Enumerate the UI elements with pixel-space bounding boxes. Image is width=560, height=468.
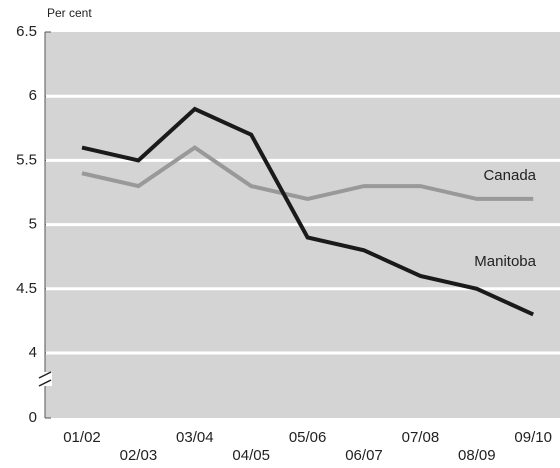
x-tick-label: 07/08 bbox=[402, 429, 440, 446]
y-tick-label: 5.5 bbox=[16, 151, 37, 168]
y-tick-label: 4.5 bbox=[16, 280, 37, 297]
x-tick-label: 01/02 bbox=[63, 429, 101, 446]
x-tick-label: 04/05 bbox=[232, 447, 270, 464]
x-tick-label: 06/07 bbox=[345, 447, 383, 464]
x-tick-label: 03/04 bbox=[176, 429, 214, 446]
x-tick-label: 02/03 bbox=[120, 447, 158, 464]
series-label: Manitoba bbox=[474, 253, 536, 270]
y-tick-label: 6.5 bbox=[16, 23, 37, 40]
line-series bbox=[81, 145, 534, 201]
y-tick-label: 5 bbox=[29, 216, 37, 233]
series-label: Canada bbox=[483, 167, 536, 184]
y-tick-label: 0 bbox=[29, 409, 37, 426]
x-tick-label: 05/06 bbox=[289, 429, 327, 446]
y-tick-label: 4 bbox=[29, 344, 37, 361]
y-tick-label: 6 bbox=[29, 87, 37, 104]
y-axis-label: Per cent bbox=[47, 6, 92, 20]
line-series bbox=[81, 106, 535, 317]
axis-break bbox=[38, 371, 52, 387]
x-tick-label: 08/09 bbox=[458, 447, 496, 464]
x-tick-label: 09/10 bbox=[514, 429, 552, 446]
